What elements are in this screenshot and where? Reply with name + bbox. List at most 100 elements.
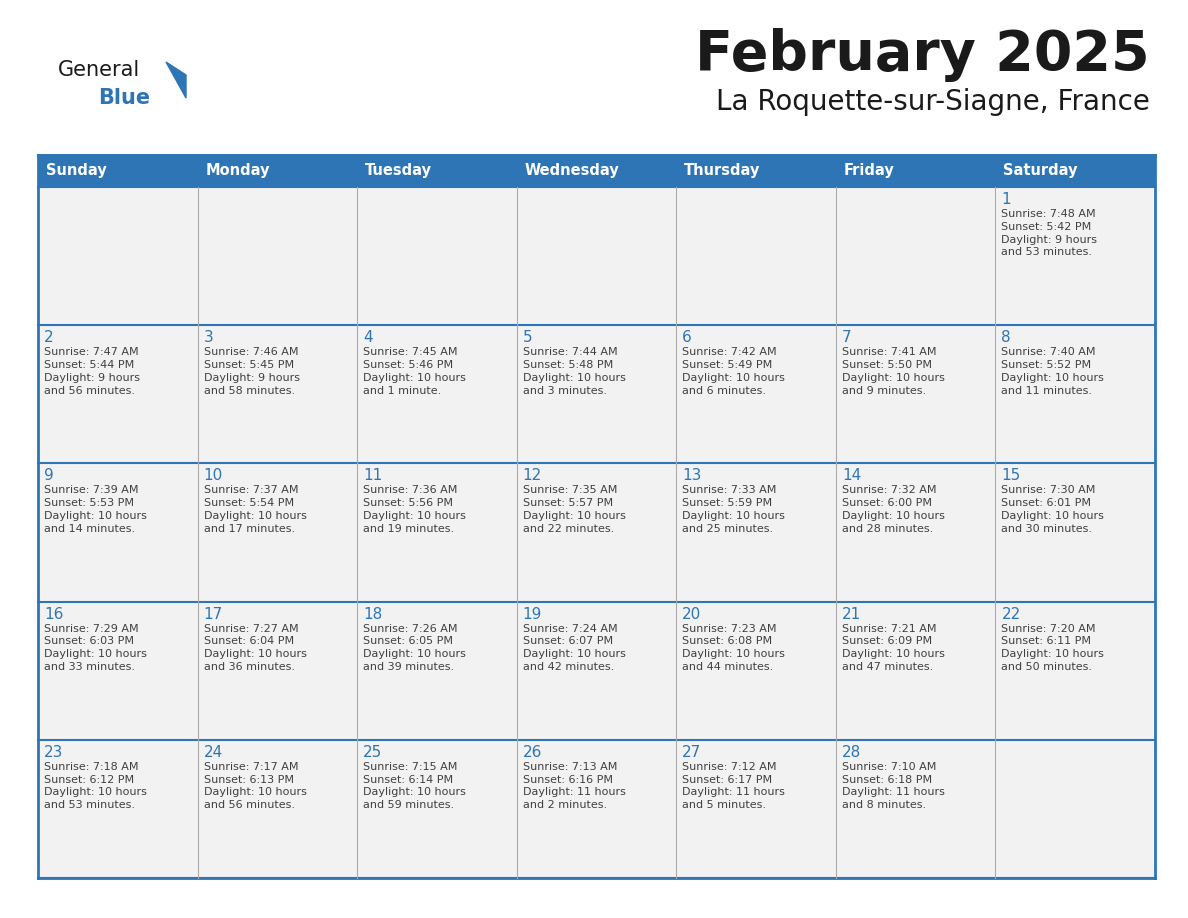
Text: 25: 25: [364, 744, 383, 760]
Text: Sunrise: 7:23 AM
Sunset: 6:08 PM
Daylight: 10 hours
and 44 minutes.: Sunrise: 7:23 AM Sunset: 6:08 PM Dayligh…: [682, 623, 785, 672]
Text: Sunrise: 7:26 AM
Sunset: 6:05 PM
Daylight: 10 hours
and 39 minutes.: Sunrise: 7:26 AM Sunset: 6:05 PM Dayligh…: [364, 623, 466, 672]
Bar: [836, 325, 996, 464]
Bar: [836, 740, 996, 878]
Text: 21: 21: [842, 607, 861, 621]
Bar: [358, 464, 517, 601]
Text: 22: 22: [1001, 607, 1020, 621]
Text: 14: 14: [842, 468, 861, 484]
Text: 24: 24: [203, 744, 223, 760]
Text: 11: 11: [364, 468, 383, 484]
Text: 20: 20: [682, 607, 702, 621]
Text: Sunrise: 7:44 AM
Sunset: 5:48 PM
Daylight: 10 hours
and 3 minutes.: Sunrise: 7:44 AM Sunset: 5:48 PM Dayligh…: [523, 347, 626, 396]
Bar: [676, 187, 836, 325]
Bar: [38, 325, 197, 464]
Bar: [996, 464, 1155, 601]
Text: Sunrise: 7:42 AM
Sunset: 5:49 PM
Daylight: 10 hours
and 6 minutes.: Sunrise: 7:42 AM Sunset: 5:49 PM Dayligh…: [682, 347, 785, 396]
Text: 19: 19: [523, 607, 542, 621]
Bar: [197, 187, 358, 325]
Text: Sunrise: 7:20 AM
Sunset: 6:11 PM
Daylight: 10 hours
and 50 minutes.: Sunrise: 7:20 AM Sunset: 6:11 PM Dayligh…: [1001, 623, 1105, 672]
Text: Sunrise: 7:41 AM
Sunset: 5:50 PM
Daylight: 10 hours
and 9 minutes.: Sunrise: 7:41 AM Sunset: 5:50 PM Dayligh…: [842, 347, 944, 396]
Bar: [996, 155, 1155, 187]
Text: 28: 28: [842, 744, 861, 760]
Text: Sunrise: 7:27 AM
Sunset: 6:04 PM
Daylight: 10 hours
and 36 minutes.: Sunrise: 7:27 AM Sunset: 6:04 PM Dayligh…: [203, 623, 307, 672]
Bar: [358, 601, 517, 740]
Text: 8: 8: [1001, 330, 1011, 345]
Text: Sunrise: 7:12 AM
Sunset: 6:17 PM
Daylight: 11 hours
and 5 minutes.: Sunrise: 7:12 AM Sunset: 6:17 PM Dayligh…: [682, 762, 785, 811]
Bar: [836, 155, 996, 187]
Text: Sunrise: 7:18 AM
Sunset: 6:12 PM
Daylight: 10 hours
and 53 minutes.: Sunrise: 7:18 AM Sunset: 6:12 PM Dayligh…: [44, 762, 147, 811]
Text: Sunrise: 7:33 AM
Sunset: 5:59 PM
Daylight: 10 hours
and 25 minutes.: Sunrise: 7:33 AM Sunset: 5:59 PM Dayligh…: [682, 486, 785, 533]
Bar: [517, 325, 676, 464]
Text: 1: 1: [1001, 192, 1011, 207]
Bar: [836, 464, 996, 601]
Bar: [197, 325, 358, 464]
Text: 12: 12: [523, 468, 542, 484]
Text: Sunrise: 7:37 AM
Sunset: 5:54 PM
Daylight: 10 hours
and 17 minutes.: Sunrise: 7:37 AM Sunset: 5:54 PM Dayligh…: [203, 486, 307, 533]
Bar: [517, 740, 676, 878]
Text: Sunrise: 7:35 AM
Sunset: 5:57 PM
Daylight: 10 hours
and 22 minutes.: Sunrise: 7:35 AM Sunset: 5:57 PM Dayligh…: [523, 486, 626, 533]
Text: Sunrise: 7:48 AM
Sunset: 5:42 PM
Daylight: 9 hours
and 53 minutes.: Sunrise: 7:48 AM Sunset: 5:42 PM Dayligh…: [1001, 209, 1098, 257]
Text: Sunrise: 7:32 AM
Sunset: 6:00 PM
Daylight: 10 hours
and 28 minutes.: Sunrise: 7:32 AM Sunset: 6:00 PM Dayligh…: [842, 486, 944, 533]
Bar: [676, 325, 836, 464]
Bar: [197, 601, 358, 740]
Text: Sunrise: 7:47 AM
Sunset: 5:44 PM
Daylight: 9 hours
and 56 minutes.: Sunrise: 7:47 AM Sunset: 5:44 PM Dayligh…: [44, 347, 140, 396]
Bar: [358, 187, 517, 325]
Bar: [517, 601, 676, 740]
Text: 6: 6: [682, 330, 693, 345]
Text: 16: 16: [44, 607, 63, 621]
Text: Sunrise: 7:17 AM
Sunset: 6:13 PM
Daylight: 10 hours
and 56 minutes.: Sunrise: 7:17 AM Sunset: 6:13 PM Dayligh…: [203, 762, 307, 811]
Text: 7: 7: [842, 330, 852, 345]
Text: Wednesday: Wednesday: [525, 163, 619, 178]
Text: 26: 26: [523, 744, 542, 760]
Bar: [836, 187, 996, 325]
Text: Blue: Blue: [97, 88, 150, 108]
Bar: [358, 325, 517, 464]
Bar: [38, 740, 197, 878]
Bar: [38, 187, 197, 325]
Text: Sunday: Sunday: [46, 163, 107, 178]
Bar: [358, 155, 517, 187]
Text: Sunrise: 7:39 AM
Sunset: 5:53 PM
Daylight: 10 hours
and 14 minutes.: Sunrise: 7:39 AM Sunset: 5:53 PM Dayligh…: [44, 486, 147, 533]
Text: 9: 9: [44, 468, 53, 484]
Text: 13: 13: [682, 468, 702, 484]
Bar: [676, 740, 836, 878]
Text: 10: 10: [203, 468, 223, 484]
Bar: [197, 155, 358, 187]
Text: Sunrise: 7:46 AM
Sunset: 5:45 PM
Daylight: 9 hours
and 58 minutes.: Sunrise: 7:46 AM Sunset: 5:45 PM Dayligh…: [203, 347, 299, 396]
Bar: [517, 464, 676, 601]
Bar: [836, 601, 996, 740]
Bar: [676, 601, 836, 740]
Text: 23: 23: [44, 744, 63, 760]
Bar: [197, 740, 358, 878]
Text: Sunrise: 7:36 AM
Sunset: 5:56 PM
Daylight: 10 hours
and 19 minutes.: Sunrise: 7:36 AM Sunset: 5:56 PM Dayligh…: [364, 486, 466, 533]
Text: 3: 3: [203, 330, 214, 345]
Text: Sunrise: 7:29 AM
Sunset: 6:03 PM
Daylight: 10 hours
and 33 minutes.: Sunrise: 7:29 AM Sunset: 6:03 PM Dayligh…: [44, 623, 147, 672]
Bar: [676, 155, 836, 187]
Text: 27: 27: [682, 744, 702, 760]
Text: Tuesday: Tuesday: [365, 163, 432, 178]
Text: 5: 5: [523, 330, 532, 345]
Text: 2: 2: [44, 330, 53, 345]
Text: Thursday: Thursday: [684, 163, 760, 178]
Bar: [996, 740, 1155, 878]
Text: Monday: Monday: [206, 163, 270, 178]
Text: 17: 17: [203, 607, 223, 621]
Text: February 2025: February 2025: [695, 28, 1150, 82]
Text: Sunrise: 7:21 AM
Sunset: 6:09 PM
Daylight: 10 hours
and 47 minutes.: Sunrise: 7:21 AM Sunset: 6:09 PM Dayligh…: [842, 623, 944, 672]
Polygon shape: [166, 62, 187, 98]
Bar: [996, 601, 1155, 740]
Text: Sunrise: 7:40 AM
Sunset: 5:52 PM
Daylight: 10 hours
and 11 minutes.: Sunrise: 7:40 AM Sunset: 5:52 PM Dayligh…: [1001, 347, 1105, 396]
Text: Saturday: Saturday: [1004, 163, 1078, 178]
Text: Sunrise: 7:24 AM
Sunset: 6:07 PM
Daylight: 10 hours
and 42 minutes.: Sunrise: 7:24 AM Sunset: 6:07 PM Dayligh…: [523, 623, 626, 672]
Text: 15: 15: [1001, 468, 1020, 484]
Bar: [38, 155, 197, 187]
Bar: [197, 464, 358, 601]
Bar: [517, 187, 676, 325]
Bar: [517, 155, 676, 187]
Bar: [996, 325, 1155, 464]
Bar: [38, 464, 197, 601]
Text: Friday: Friday: [843, 163, 895, 178]
Bar: [38, 601, 197, 740]
Text: Sunrise: 7:45 AM
Sunset: 5:46 PM
Daylight: 10 hours
and 1 minute.: Sunrise: 7:45 AM Sunset: 5:46 PM Dayligh…: [364, 347, 466, 396]
Text: Sunrise: 7:10 AM
Sunset: 6:18 PM
Daylight: 11 hours
and 8 minutes.: Sunrise: 7:10 AM Sunset: 6:18 PM Dayligh…: [842, 762, 944, 811]
